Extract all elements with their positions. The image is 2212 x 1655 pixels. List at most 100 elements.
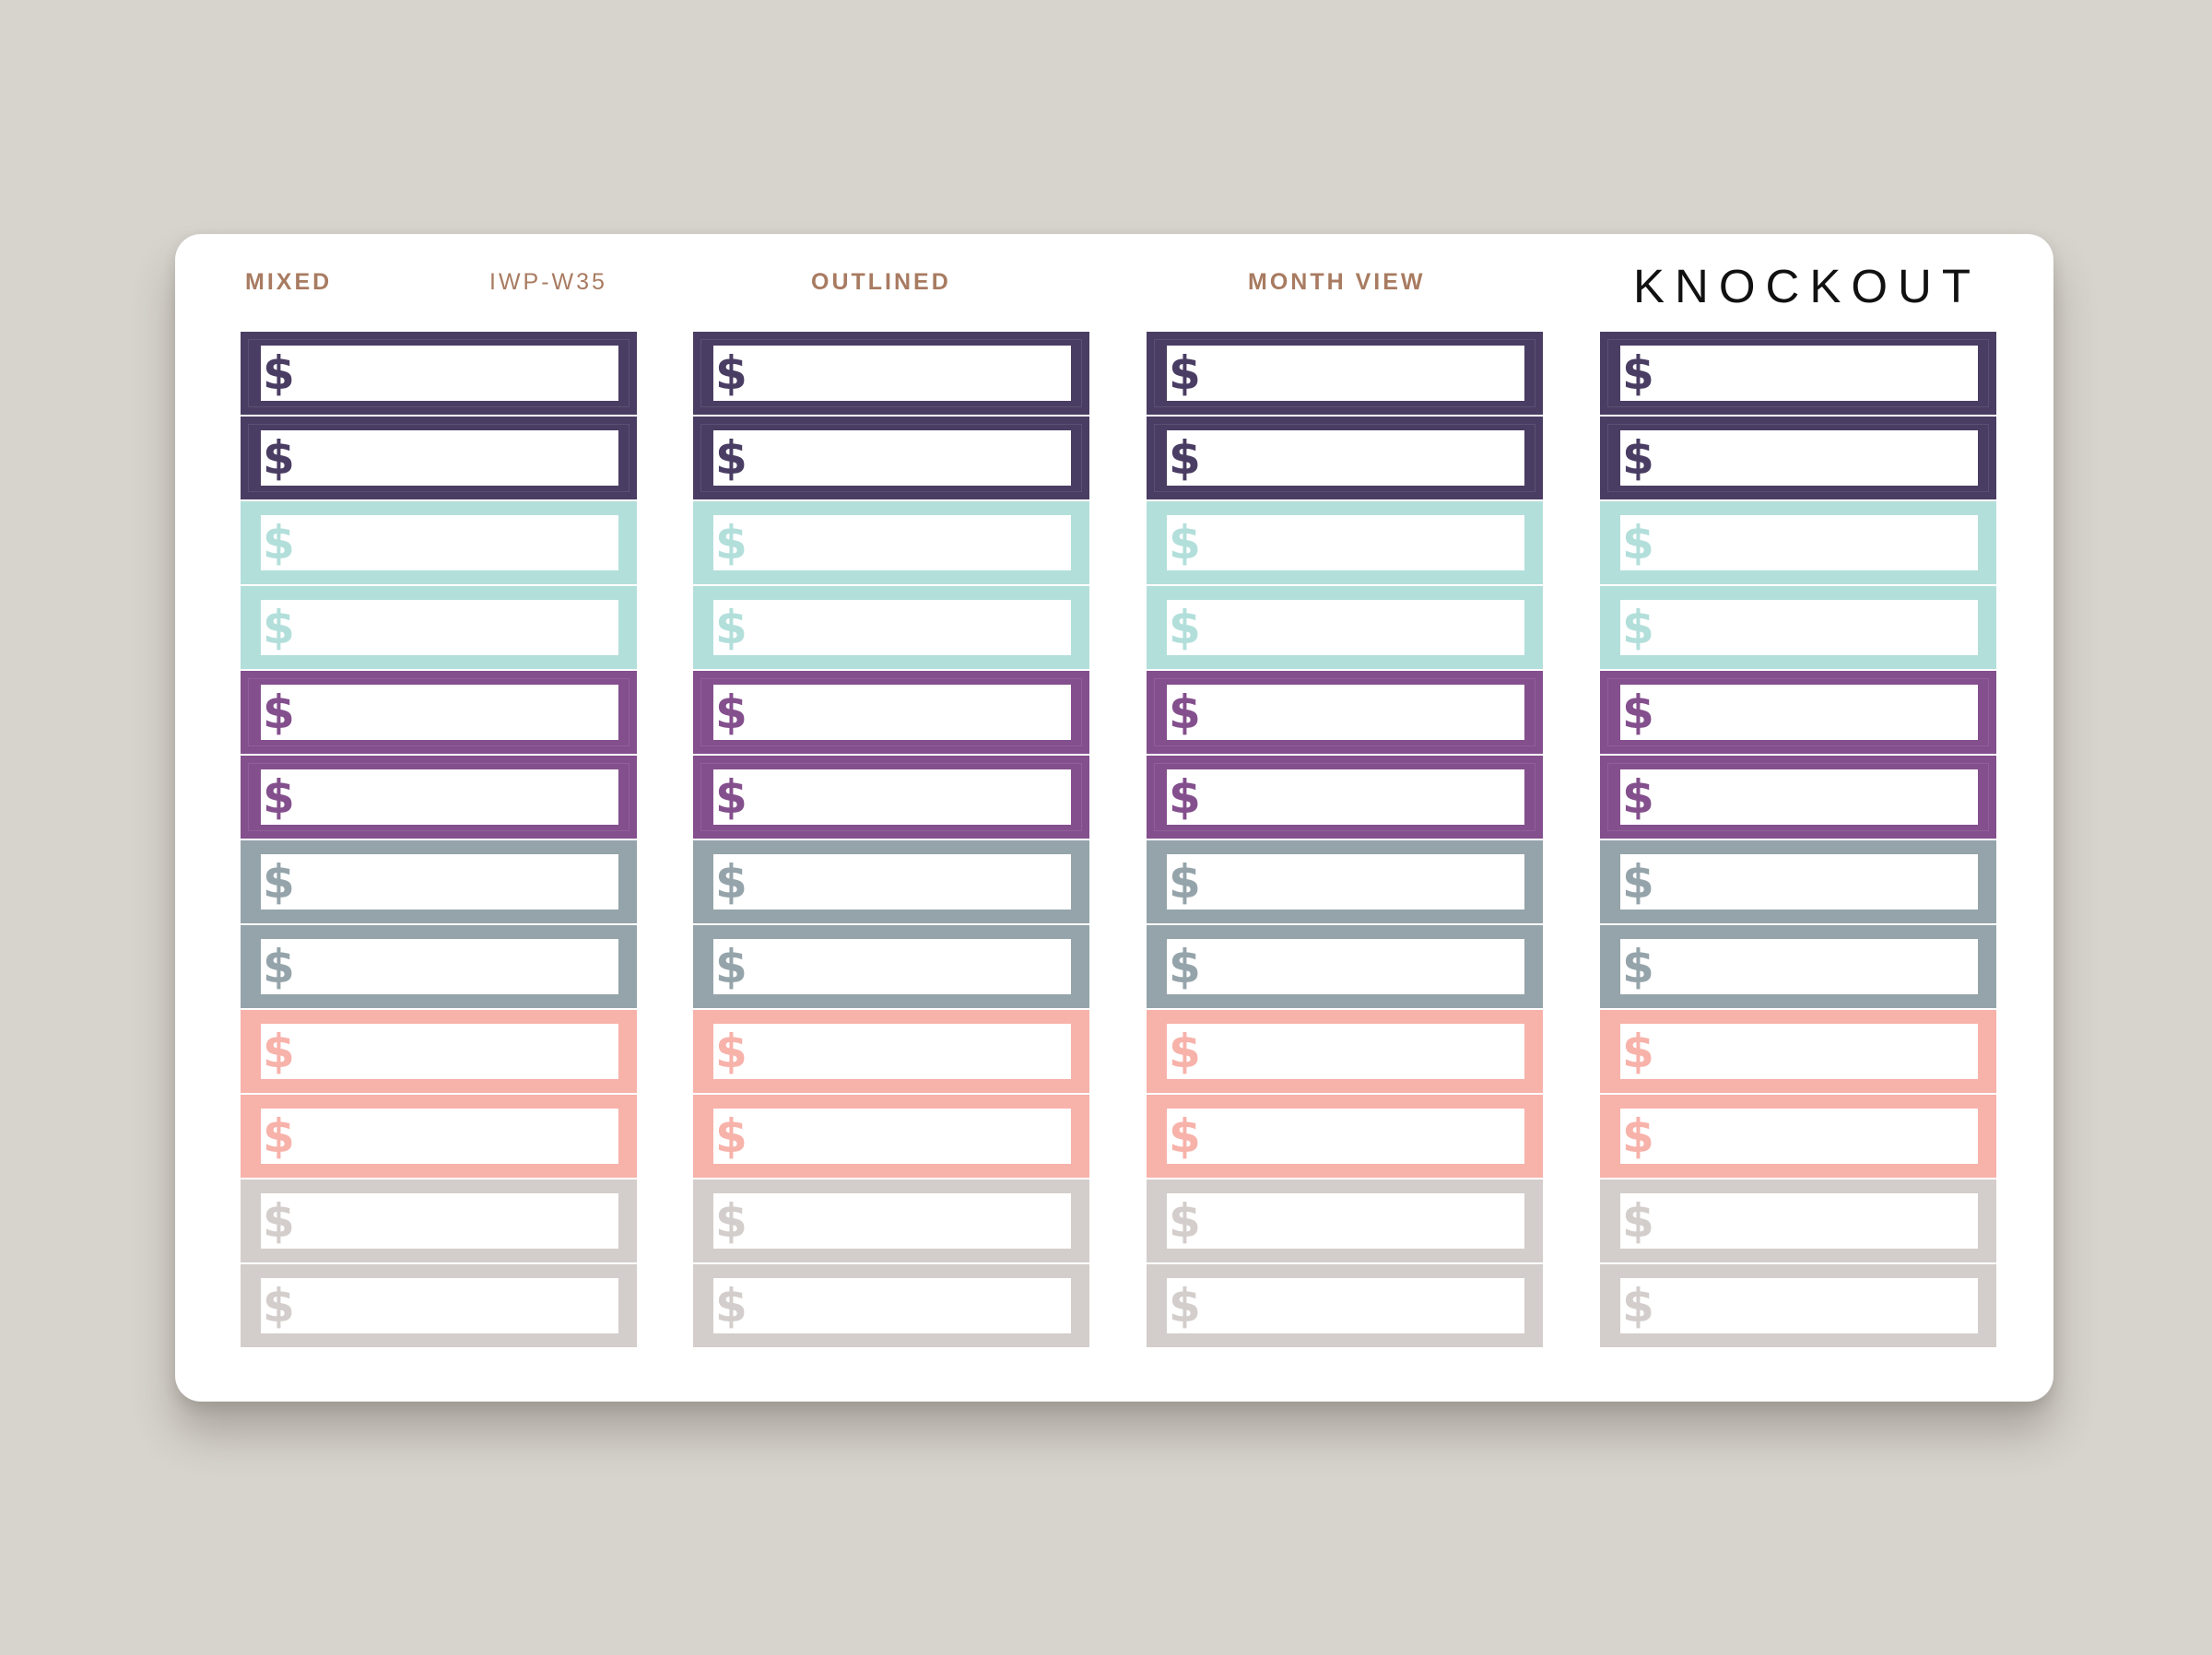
dollar-label: $ xyxy=(693,332,1089,415)
dollar-label: $ xyxy=(1147,671,1543,754)
label-writing-area xyxy=(1167,1278,1524,1333)
label-writing-area xyxy=(713,346,1071,401)
label-writing-area xyxy=(1167,430,1524,486)
dollar-sign-icon: $ xyxy=(1169,601,1201,654)
dollar-sign-icon: $ xyxy=(1169,1109,1201,1163)
dollar-sign-icon: $ xyxy=(263,516,295,569)
dollar-label: $ xyxy=(1600,1180,1996,1262)
label-writing-area xyxy=(1167,769,1524,825)
dollar-label: $ xyxy=(1147,332,1543,415)
dollar-sign-icon: $ xyxy=(263,431,295,485)
dollar-sign-icon: $ xyxy=(715,855,747,909)
dollar-sign-icon: $ xyxy=(715,1025,747,1078)
label-column-1: $ $ $ $ $ $ $ $ $ $ $ $ xyxy=(241,332,637,1349)
dollar-sign-icon: $ xyxy=(1169,1279,1201,1332)
dollar-label: $ xyxy=(693,417,1089,499)
dollar-label: $ xyxy=(1600,671,1996,754)
dollar-label: $ xyxy=(1147,586,1543,669)
dollar-sign-icon: $ xyxy=(263,601,295,654)
label-writing-area xyxy=(1167,1193,1524,1249)
dollar-label: $ xyxy=(1147,925,1543,1008)
dollar-sign-icon: $ xyxy=(715,346,747,400)
dollar-sign-icon: $ xyxy=(715,1109,747,1163)
label-writing-area xyxy=(1620,1024,1978,1079)
dollar-sign-icon: $ xyxy=(1622,1025,1654,1078)
label-column-3: $ $ $ $ $ $ $ $ $ $ $ $ xyxy=(1147,332,1543,1349)
label-writing-area xyxy=(713,1024,1071,1079)
label-writing-area xyxy=(261,1193,618,1249)
dollar-sign-icon: $ xyxy=(1169,346,1201,400)
dollar-label: $ xyxy=(1600,417,1996,499)
label-column-2: $ $ $ $ $ $ $ $ $ $ $ $ xyxy=(693,332,1089,1349)
label-writing-area xyxy=(1620,430,1978,486)
dollar-label: $ xyxy=(1600,501,1996,584)
dollar-sign-icon: $ xyxy=(715,516,747,569)
dollar-label: $ xyxy=(1600,586,1996,669)
dollar-sign-icon: $ xyxy=(1169,855,1201,909)
dollar-sign-icon: $ xyxy=(263,1194,295,1248)
dollar-label: $ xyxy=(1147,1095,1543,1178)
label-column-4: $ $ $ $ $ $ $ $ $ $ $ $ xyxy=(1600,332,1996,1349)
dollar-sign-icon: $ xyxy=(263,770,295,824)
brand-logo: KNOCKOUT xyxy=(1633,260,1982,312)
label-writing-area xyxy=(1620,600,1978,655)
dollar-label: $ xyxy=(1600,1095,1996,1178)
dollar-sign-icon: $ xyxy=(715,431,747,485)
label-writing-area xyxy=(261,1024,618,1079)
dollar-sign-icon: $ xyxy=(1622,770,1654,824)
label-writing-area xyxy=(713,1278,1071,1333)
label-writing-area xyxy=(713,769,1071,825)
dollar-sign-icon: $ xyxy=(263,1025,295,1078)
dollar-label: $ xyxy=(241,1264,637,1347)
dollar-label: $ xyxy=(241,1095,637,1178)
label-writing-area xyxy=(713,854,1071,910)
dollar-sign-icon: $ xyxy=(715,601,747,654)
label-writing-area xyxy=(1620,515,1978,570)
dollar-sign-icon: $ xyxy=(1622,346,1654,400)
dollar-label: $ xyxy=(241,840,637,923)
label-writing-area xyxy=(261,685,618,740)
dollar-sign-icon: $ xyxy=(1622,1109,1654,1163)
dollar-sign-icon: $ xyxy=(263,1109,295,1163)
dollar-label: $ xyxy=(693,840,1089,923)
dollar-label: $ xyxy=(1147,756,1543,839)
dollar-sign-icon: $ xyxy=(1622,686,1654,739)
dollar-label: $ xyxy=(1600,1264,1996,1347)
dollar-label: $ xyxy=(693,501,1089,584)
dollar-sign-icon: $ xyxy=(1169,1025,1201,1078)
dollar-sign-icon: $ xyxy=(263,855,295,909)
label-writing-area xyxy=(261,1278,618,1333)
header-outlined: OUTLINED xyxy=(811,269,951,295)
dollar-label: $ xyxy=(693,1010,1089,1093)
dollar-sign-icon: $ xyxy=(715,940,747,993)
label-writing-area xyxy=(261,600,618,655)
header-month-view: MONTH VIEW xyxy=(1248,269,1426,295)
label-writing-area xyxy=(1167,1024,1524,1079)
dollar-label: $ xyxy=(241,1180,637,1262)
dollar-sign-icon: $ xyxy=(1169,770,1201,824)
label-writing-area xyxy=(261,939,618,994)
dollar-label: $ xyxy=(693,1095,1089,1178)
dollar-label: $ xyxy=(1600,925,1996,1008)
label-writing-area xyxy=(713,1109,1071,1164)
dollar-label: $ xyxy=(1600,1010,1996,1093)
dollar-label: $ xyxy=(1600,332,1996,415)
label-writing-area xyxy=(261,769,618,825)
dollar-label: $ xyxy=(1147,1010,1543,1093)
label-writing-area xyxy=(261,515,618,570)
label-writing-area xyxy=(1620,346,1978,401)
dollar-sign-icon: $ xyxy=(1169,686,1201,739)
dollar-label: $ xyxy=(241,501,637,584)
label-writing-area xyxy=(1620,1278,1978,1333)
dollar-sign-icon: $ xyxy=(1622,601,1654,654)
dollar-label: $ xyxy=(241,1010,637,1093)
dollar-label: $ xyxy=(1147,840,1543,923)
dollar-label: $ xyxy=(1600,840,1996,923)
dollar-label: $ xyxy=(241,417,637,499)
dollar-sign-icon: $ xyxy=(1622,431,1654,485)
label-writing-area xyxy=(1620,769,1978,825)
dollar-label: $ xyxy=(1147,1264,1543,1347)
dollar-sign-icon: $ xyxy=(1169,1194,1201,1248)
label-writing-area xyxy=(261,346,618,401)
label-writing-area xyxy=(713,600,1071,655)
